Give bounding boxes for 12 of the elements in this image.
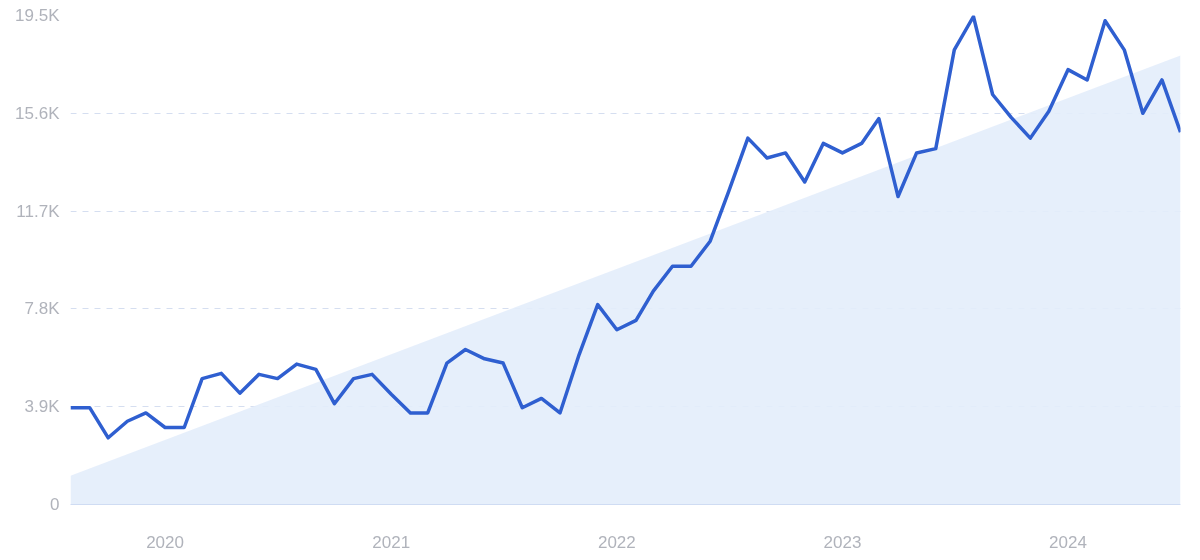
x-tick-label: 2022 [597,532,636,552]
x-tick-label: 2020 [146,532,184,552]
x-tick-label: 2021 [372,532,411,552]
y-tick-label: 15.6K [15,103,61,123]
y-tick-label: 3.9K [24,397,61,417]
y-tick-label: 0 [50,495,60,514]
line-series [70,15,1181,440]
y-tick-label: 11.7K [16,201,61,221]
y-tick-label: 19.5K [15,6,61,25]
y-tick-label: 7.8K [24,299,61,319]
x-tick-label: 2024 [1049,532,1087,552]
x-tick-label: 2023 [823,532,862,552]
